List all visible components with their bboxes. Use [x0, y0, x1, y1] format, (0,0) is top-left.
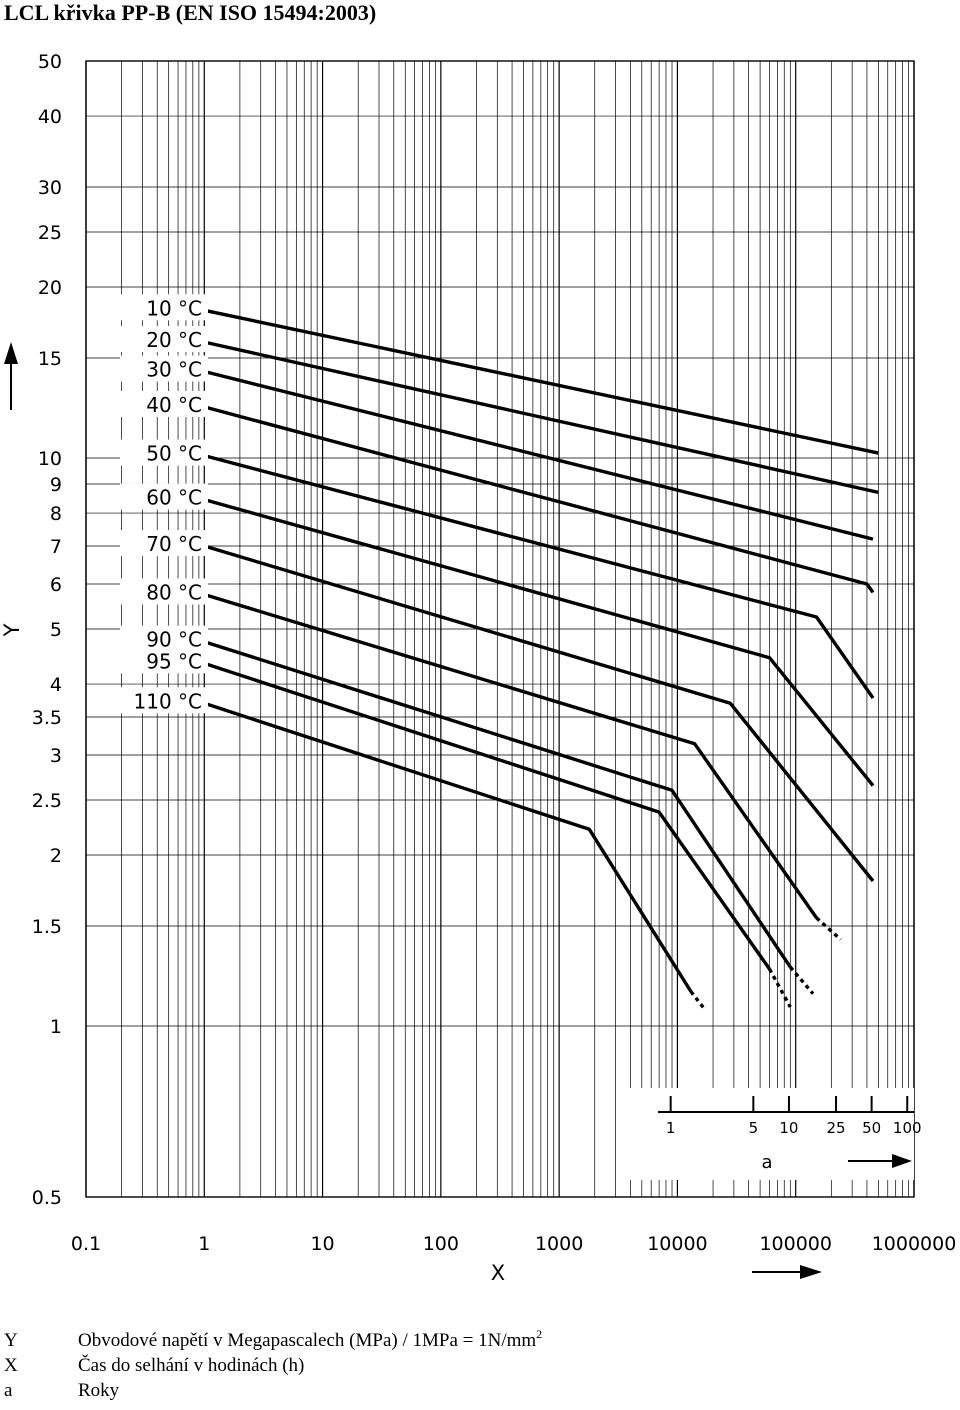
series-label-background [120, 687, 208, 714]
legend-description: Roky [78, 1378, 119, 1403]
series-label-background [120, 647, 208, 674]
y-tick-label: 3.5 [32, 707, 62, 729]
y-axis-label: Y [0, 623, 24, 637]
series-label: 40 °C [146, 393, 202, 417]
y-tick-label: 1 [50, 1016, 62, 1038]
legend-description: Obvodové napětí v Megapascalech (MPa) / … [78, 1327, 543, 1353]
legend-row-a: a Roky [0, 1378, 960, 1403]
series-label-background [120, 390, 208, 417]
y-tick-label: 6 [50, 574, 62, 596]
years-tick-label: 25 [826, 1119, 845, 1137]
legend-text: Čas do selhání v hodinách (h) [78, 1355, 305, 1376]
series-label-background [120, 483, 208, 510]
y-tick-label: 1.5 [32, 916, 62, 938]
y-tick-label: 7 [50, 536, 62, 558]
years-axis-background [630, 1088, 914, 1180]
y-tick-label: 2.5 [32, 790, 62, 812]
legend-row-y: Y Obvodové napětí v Megapascalech (MPa) … [0, 1327, 960, 1353]
y-tick-label: 9 [50, 474, 62, 496]
years-axis-arrow-icon [892, 1154, 912, 1168]
series-line [203, 308, 879, 455]
years-tick-label: 50 [862, 1119, 881, 1137]
y-tick-label: 15 [38, 348, 62, 370]
years-tick-label: 5 [749, 1119, 759, 1137]
series-line [203, 661, 771, 970]
series-label-background [120, 578, 208, 605]
y-tick-label: 8 [50, 503, 62, 525]
x-tick-label: 1000000 [872, 1233, 957, 1255]
series-label: 20 °C [146, 328, 202, 352]
x-tick-label: 10000 [647, 1233, 707, 1255]
chart-grid [85, 60, 915, 1198]
y-tick-label: 30 [38, 177, 62, 199]
series-extrapolation [768, 968, 792, 1008]
legend: Y Obvodové napětí v Megapascalech (MPa) … [0, 1327, 960, 1403]
y-tick-label: 5 [50, 619, 62, 641]
series-line [203, 340, 879, 495]
y-tick-label: 0.5 [32, 1187, 62, 1209]
legend-superscript: 2 [536, 1327, 543, 1341]
series-extrapolation [815, 916, 842, 941]
series-label-background [120, 625, 208, 652]
y-tick-label: 2 [50, 845, 62, 867]
legend-text: Obvodové napětí v Megapascalech (MPa) / … [78, 1330, 537, 1351]
series-label-background [120, 294, 208, 321]
series-line [203, 701, 693, 993]
x-tick-label: 1 [198, 1233, 210, 1255]
y-tick-label: 4 [50, 674, 62, 696]
chart-series [203, 308, 879, 1011]
x-tick-label: 10 [310, 1233, 334, 1255]
x-tick-label: 0.1 [71, 1233, 101, 1255]
series-label: 60 °C [146, 486, 202, 510]
series-line [203, 453, 875, 699]
y-tick-label: 10 [38, 448, 62, 470]
series-label: 30 °C [146, 358, 202, 382]
legend-description: Čas do selhání v hodinách (h) [78, 1353, 304, 1378]
series-line [203, 544, 875, 883]
y-tick-label: 3 [50, 745, 62, 767]
years-tick-label: 1 [666, 1119, 676, 1137]
series-extrapolation [789, 965, 815, 995]
series-line [203, 405, 875, 594]
series-line [203, 497, 875, 787]
plot-frame [85, 60, 915, 1198]
legend-key: a [4, 1380, 13, 1401]
series-label: 95 °C [146, 649, 202, 673]
years-tick-label: 10 [779, 1119, 798, 1137]
legend-key: X [4, 1355, 18, 1376]
x-axis-arrow-icon [800, 1265, 822, 1279]
y-axis-arrow-icon [4, 342, 18, 364]
years-axis-label: a [761, 1152, 772, 1173]
series-label: 10 °C [146, 296, 202, 320]
series-label-background [120, 355, 208, 382]
y-tick-label: 50 [38, 51, 62, 73]
series-label-background [120, 439, 208, 466]
x-tick-label: 1000 [535, 1233, 583, 1255]
series-label-background [120, 529, 208, 556]
series-extrapolation [689, 990, 707, 1011]
legend-row-x: X Čas do selhání v hodinách (h) [0, 1353, 960, 1378]
series-label: 70 °C [146, 532, 202, 556]
series-label: 50 °C [146, 442, 202, 466]
x-tick-label: 100000 [759, 1233, 832, 1255]
y-tick-label: 20 [38, 277, 62, 299]
years-tick-label: 100 [893, 1119, 922, 1137]
series-label: 110 °C [134, 689, 203, 713]
series-label-background [120, 326, 208, 353]
years-axis-inset: 1 5 10 25 50 100 a [630, 1088, 922, 1180]
y-tick-label: 40 [38, 106, 62, 128]
legend-text: Roky [78, 1380, 120, 1401]
y-tick-label: 25 [38, 222, 62, 244]
x-axis-label: X [491, 1261, 505, 1285]
page-title: LCL křivka PP-B (EN ISO 15494:2003) [4, 0, 377, 25]
legend-key: Y [4, 1330, 18, 1351]
series-line [203, 640, 792, 969]
series-line [203, 369, 874, 541]
x-tick-label: 100 [423, 1233, 459, 1255]
series-line [203, 592, 818, 919]
series-label: 80 °C [146, 581, 202, 605]
